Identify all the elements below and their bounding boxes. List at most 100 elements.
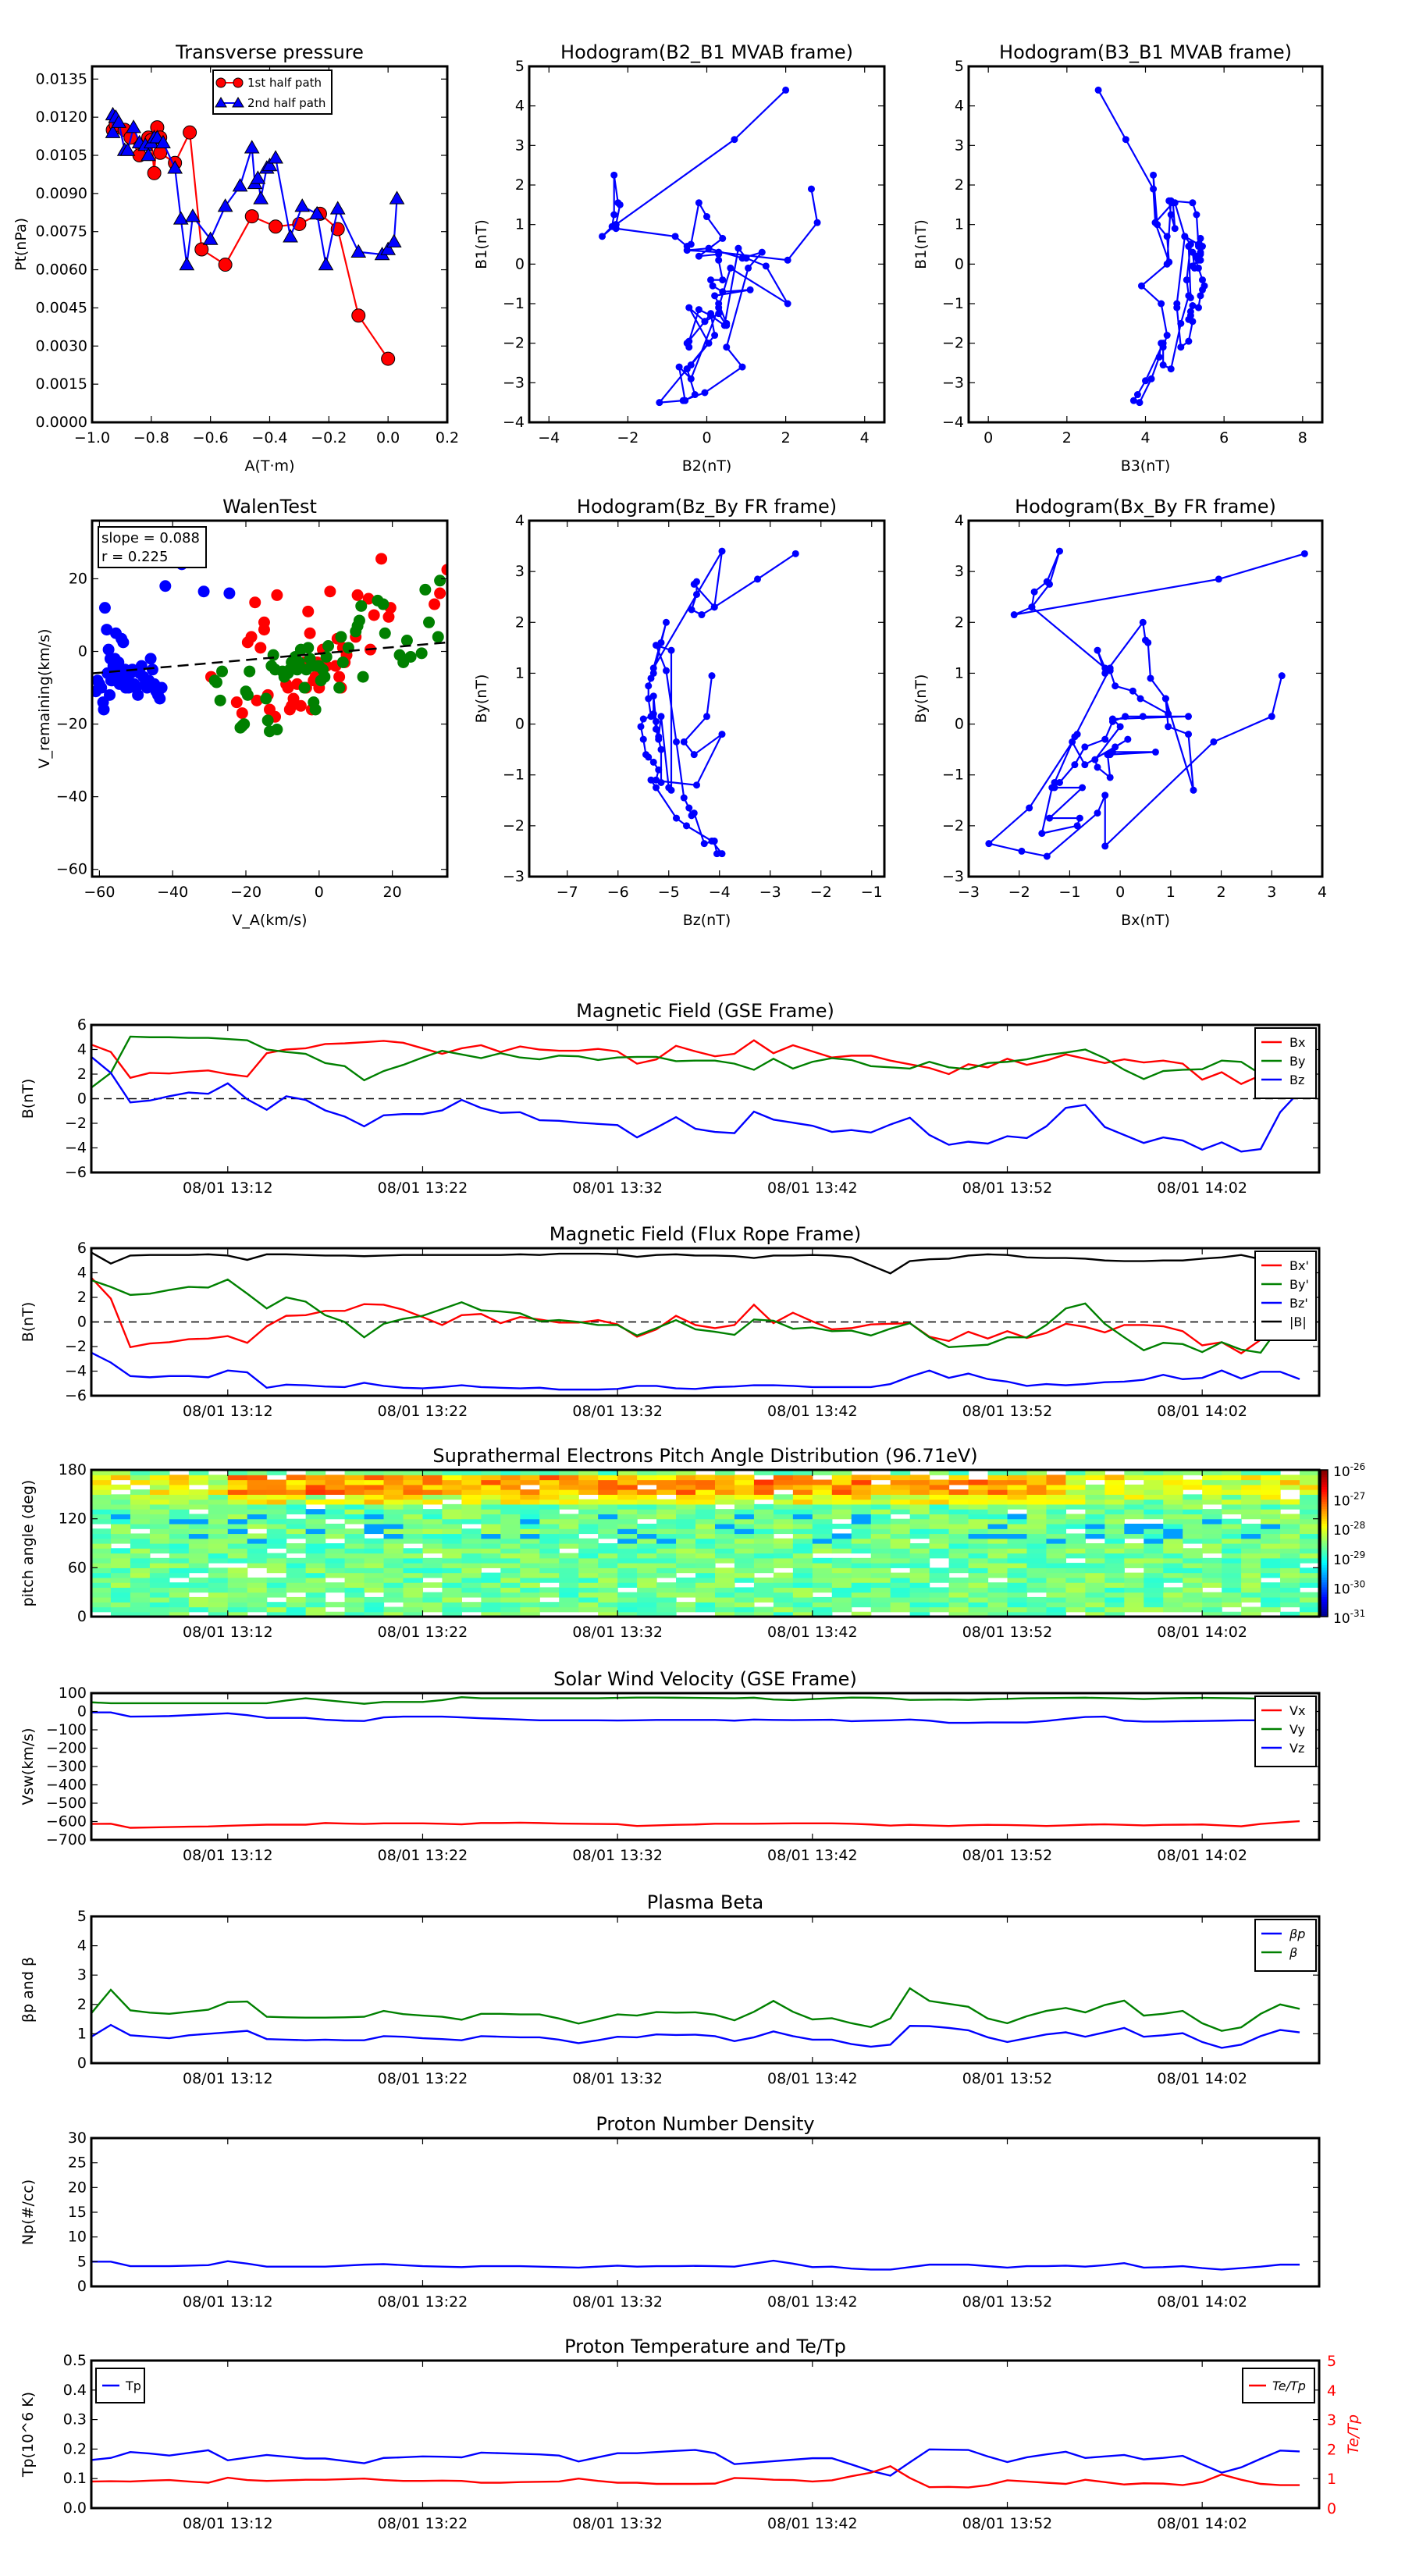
heatmap-cell — [325, 1503, 346, 1510]
series-line-Vy — [91, 1695, 1300, 1705]
heatmap-cell — [1300, 1489, 1320, 1495]
series-line-_p — [91, 2023, 1300, 2049]
heatmap-cell — [91, 1567, 112, 1574]
heatmap-cell — [188, 1543, 209, 1549]
y-tick-label: 2 — [77, 1996, 87, 2013]
x-tick-label: 08/01 13:32 — [572, 1847, 663, 1864]
heatmap-cell — [948, 1577, 969, 1583]
heatmap-cell — [734, 1577, 755, 1583]
chart-transverse-pressure: Transverse pressure0.00000.00150.00300.0… — [12, 41, 459, 475]
heatmap-cell — [364, 1523, 385, 1529]
colorbar-tick-label: 10-27 — [1333, 1491, 1365, 1510]
heatmap-cell — [461, 1548, 482, 1554]
heatmap-cell — [403, 1548, 424, 1554]
legend-label: 2nd half path — [247, 96, 325, 110]
data-point — [102, 643, 115, 656]
heatmap-cell — [1104, 1489, 1125, 1495]
data-point — [813, 219, 821, 226]
y-tick-label: −2 — [65, 1115, 87, 1132]
data-point — [159, 580, 172, 592]
data-point — [698, 611, 706, 619]
heatmap-cell — [403, 1611, 424, 1617]
heatmap-cell — [364, 1572, 385, 1578]
heatmap-cell — [929, 1543, 950, 1549]
y-tick-label: 2 — [515, 176, 525, 194]
data-point — [1210, 738, 1218, 745]
heatmap-cell — [695, 1602, 716, 1608]
y-tick-label: −2 — [942, 817, 964, 834]
heatmap-cell — [1026, 1470, 1048, 1475]
data-point — [693, 781, 700, 789]
data-point — [703, 213, 710, 221]
data-point — [1177, 319, 1185, 327]
heatmap-cell — [948, 1602, 969, 1608]
heatmap-cell — [792, 1587, 813, 1593]
legend-label: |B| — [1289, 1315, 1307, 1329]
y-tick-label: 4 — [955, 98, 964, 115]
heatmap-cell — [500, 1548, 521, 1554]
data-point — [214, 694, 226, 706]
heatmap-cell — [1124, 1592, 1144, 1598]
heatmap-cell — [753, 1470, 774, 1475]
heatmap-cell — [500, 1577, 521, 1583]
heatmap-cell — [1007, 1587, 1028, 1593]
heatmap-cell — [149, 1592, 170, 1598]
data-point — [250, 170, 266, 184]
heatmap-cell — [968, 1567, 989, 1574]
heatmap-cell — [773, 1503, 794, 1510]
y-tick-label: −2 — [65, 1338, 87, 1355]
heatmap-cell — [227, 1499, 248, 1505]
heatmap-cell — [149, 1509, 170, 1514]
heatmap-cell — [695, 1509, 716, 1514]
heatmap-cell — [247, 1484, 268, 1490]
chart-title: Hodogram(Bx_By FR frame) — [1015, 496, 1276, 518]
heatmap-cell — [987, 1479, 1008, 1485]
heatmap-cell — [364, 1503, 385, 1510]
heatmap-cell — [578, 1538, 599, 1544]
heatmap-cell — [1007, 1538, 1028, 1544]
data-point — [1198, 286, 1206, 294]
heatmap-cell — [149, 1572, 170, 1578]
plot-frame — [91, 519, 449, 878]
heatmap-cell — [1300, 1553, 1320, 1559]
data-point — [1091, 756, 1099, 763]
y-tick-label: −6 — [65, 1387, 87, 1404]
heatmap-cell — [1124, 1484, 1144, 1490]
heatmap-cell — [909, 1582, 930, 1588]
data-point — [123, 678, 136, 690]
heatmap-cell — [149, 1484, 170, 1490]
data-point — [1122, 713, 1129, 720]
heatmap-cell — [714, 1543, 735, 1549]
heatmap-cell — [851, 1611, 872, 1617]
heatmap-cell — [968, 1538, 989, 1544]
heatmap-cell — [909, 1553, 930, 1559]
heatmap-cell — [130, 1538, 151, 1544]
heatmap-cell — [1026, 1563, 1048, 1568]
heatmap-cell — [559, 1602, 579, 1608]
heatmap-cell — [870, 1523, 891, 1529]
x-tick-label: 08/01 13:52 — [962, 1624, 1053, 1641]
heatmap-cell — [559, 1499, 579, 1505]
colorbar-segment — [1321, 1479, 1328, 1483]
heatmap-cell — [1007, 1533, 1028, 1539]
heatmap-cell — [598, 1523, 618, 1529]
data-point — [727, 264, 735, 272]
heatmap-cell — [325, 1587, 346, 1593]
x-tick-label: 08/01 13:22 — [378, 2293, 468, 2311]
heatmap-cell — [656, 1557, 677, 1564]
heatmap-cell — [948, 1611, 969, 1617]
heatmap-cell — [1124, 1523, 1144, 1529]
heatmap-cell — [598, 1479, 618, 1485]
heatmap-cell — [539, 1475, 560, 1481]
heatmap-cell — [734, 1557, 755, 1564]
data-point — [639, 735, 647, 743]
heatmap-cell — [500, 1611, 521, 1617]
heatmap-cell — [1007, 1557, 1028, 1564]
heatmap-cell — [325, 1479, 346, 1485]
heatmap-cell — [812, 1538, 833, 1544]
heatmap-cell — [929, 1533, 950, 1539]
x-tick-label: −5 — [658, 884, 680, 901]
heatmap-cell — [403, 1577, 424, 1583]
